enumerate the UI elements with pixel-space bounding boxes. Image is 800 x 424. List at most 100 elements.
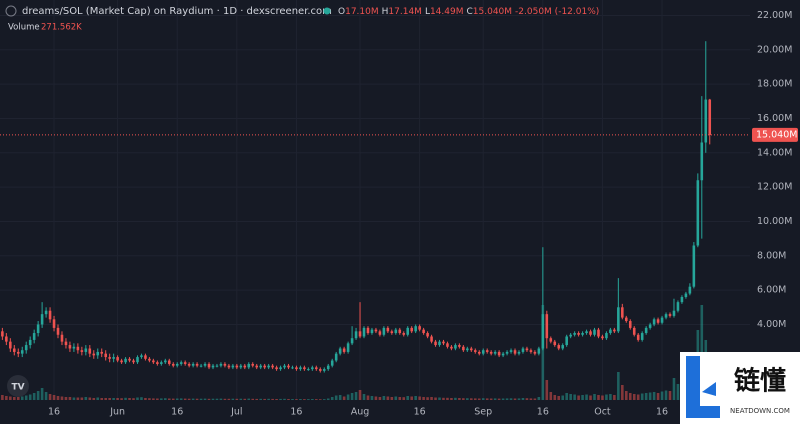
volume-bar (426, 397, 429, 400)
volume-bar (672, 378, 676, 400)
volume-bar (128, 398, 131, 400)
volume-bar (481, 398, 485, 400)
y-tick-label: 16.00M (757, 113, 792, 124)
volume-bar (557, 396, 561, 400)
volume-bar (366, 395, 370, 400)
candle-body (311, 367, 314, 370)
volume-bar (601, 395, 604, 400)
candle-body (454, 345, 457, 349)
candle-body (509, 350, 513, 352)
volume-bar (164, 398, 167, 400)
volume-bar (263, 398, 266, 400)
volume-bar (207, 398, 211, 400)
volume-bar (521, 398, 525, 400)
volume-bar (648, 392, 652, 400)
candle-body (231, 365, 235, 368)
candle-body (211, 365, 215, 368)
candle-body (299, 367, 302, 370)
candle-body (374, 329, 378, 332)
candle-body (5, 336, 8, 342)
volume-bar (16, 397, 20, 400)
candle-body (64, 341, 68, 346)
volume-bar (434, 397, 437, 400)
volume-bar (414, 396, 417, 400)
volume-bar (628, 393, 632, 400)
candle-body (450, 346, 453, 349)
volume-bar (100, 398, 104, 400)
y-tick-label: 4.00M (757, 319, 786, 330)
candle-body (84, 348, 88, 352)
volume-bar (613, 395, 616, 400)
candle-body (422, 329, 425, 334)
candle-body (656, 319, 660, 323)
candle-body (32, 333, 36, 340)
candle-body (92, 353, 96, 356)
candle-body (283, 365, 286, 368)
volume-bar (239, 398, 243, 400)
volume-bar (303, 399, 306, 400)
volume-bar (255, 398, 259, 400)
volume-bar (569, 394, 572, 400)
volume-bar (112, 398, 115, 400)
candle-body (28, 339, 32, 346)
volume-bar (319, 399, 322, 400)
volume-bar (48, 394, 52, 400)
volume-bar (644, 393, 648, 400)
volume-bar (251, 398, 255, 400)
volume-bar (450, 398, 453, 400)
volume-bar (116, 398, 119, 400)
candle-body (271, 365, 274, 368)
candle-body (279, 367, 282, 370)
candle-body (358, 331, 362, 337)
volume-bar (386, 396, 390, 400)
candle-body (303, 367, 306, 370)
volume-bar (279, 398, 282, 400)
candle-body (322, 369, 326, 371)
candle-body (207, 363, 211, 368)
candle-body (167, 360, 171, 364)
volume-bar (183, 398, 187, 400)
candle-body (410, 327, 413, 332)
volume-bar (430, 397, 433, 400)
candle-body (664, 314, 668, 318)
candle-body (458, 345, 461, 347)
volume-bar (513, 398, 517, 400)
volume-bar (402, 397, 406, 400)
volume-bar (370, 396, 374, 400)
volume-bar (625, 391, 628, 400)
volume-bar (573, 394, 576, 400)
watermark-name: 链懂 (734, 366, 786, 397)
volume-bar (418, 396, 421, 400)
volume-bar (60, 396, 64, 400)
candle-body (577, 333, 580, 335)
volume-bar (132, 398, 135, 400)
y-tick-label: 18.00M (757, 79, 792, 90)
volume-bar (215, 398, 219, 400)
candle-body (398, 329, 402, 334)
volume-bar (211, 398, 215, 400)
volume-bar (88, 397, 92, 400)
candle-body (621, 307, 624, 318)
volume-bar (187, 398, 191, 400)
candle-body (164, 360, 167, 363)
candle-body (684, 293, 688, 297)
volume-bar (617, 372, 620, 400)
candle-body (402, 333, 406, 335)
volume-bar (537, 397, 541, 400)
volume-bar (64, 397, 68, 400)
volume-bar (378, 397, 382, 400)
volume-bar (40, 388, 44, 400)
volume-bar (541, 305, 545, 400)
candle-body (140, 355, 143, 358)
change: -2.050M (-12.01%) (515, 7, 599, 17)
candle-body (688, 286, 692, 294)
volume-bar (96, 397, 100, 400)
candle-body (541, 314, 545, 349)
candle-body (644, 327, 648, 334)
candle-body (183, 362, 187, 364)
volume-bar (227, 398, 231, 400)
candle-body (251, 363, 255, 366)
volume-bar (462, 398, 465, 400)
candle-body (470, 348, 473, 351)
